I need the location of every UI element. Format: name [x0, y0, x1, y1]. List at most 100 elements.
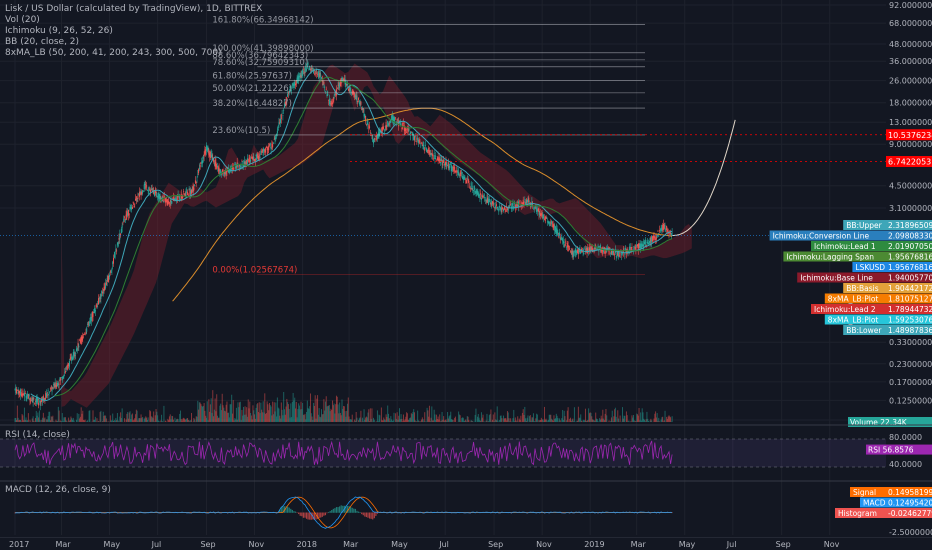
- candle-body: [191, 188, 193, 191]
- candle-body: [226, 171, 228, 173]
- candle-body: [287, 93, 289, 94]
- volume-bar: [634, 421, 636, 422]
- candle-body: [431, 153, 433, 156]
- candle-body: [338, 83, 340, 87]
- volume-bar: [101, 421, 103, 422]
- candle-body: [70, 357, 72, 359]
- candle-body: [253, 157, 255, 159]
- badge-name: Ichimoku:Lead 2: [814, 305, 876, 314]
- candle-body: [31, 399, 33, 401]
- candle-body: [318, 73, 320, 78]
- badge-value: 1.81075127: [888, 295, 932, 304]
- volume-bar: [368, 409, 370, 422]
- fib-level-label: 61.80%(25.97637): [212, 72, 292, 82]
- macd-legend[interactable]: MACD (12, 26, close, 9): [5, 485, 111, 495]
- candle-body: [202, 156, 204, 159]
- volume-bar: [440, 420, 442, 422]
- macd-histogram-bar: [353, 508, 355, 513]
- volume-bar: [69, 419, 71, 422]
- candle-body: [558, 236, 560, 238]
- candle-body: [430, 152, 432, 155]
- candle-body: [666, 229, 668, 232]
- candle-body: [190, 190, 192, 194]
- volume-bar: [205, 417, 207, 422]
- volume-bar: [277, 407, 279, 422]
- macd-histogram-bar: [340, 505, 342, 513]
- vol-indicator-label[interactable]: Vol (20): [5, 15, 40, 25]
- volume-bar: [670, 421, 672, 422]
- candle-body: [462, 176, 464, 180]
- volume-bar: [323, 399, 325, 422]
- candle-body: [405, 128, 407, 131]
- candle-body: [24, 393, 26, 395]
- ma-indicator-label[interactable]: 8xMA_LB (50, 200, 41, 200, 243, 300, 500…: [5, 48, 222, 58]
- candle-body: [406, 131, 408, 133]
- volume-bar: [262, 401, 264, 422]
- rsi-legend[interactable]: RSI (14, close): [5, 430, 70, 440]
- volume-bar: [150, 416, 152, 422]
- badge-value-bg: [886, 314, 932, 325]
- volume-bar: [593, 420, 595, 422]
- candle-body: [301, 71, 303, 77]
- volume-bar: [153, 411, 155, 422]
- candle-body: [462, 176, 464, 179]
- volume-bar: [49, 411, 51, 422]
- volume-bar: [313, 405, 315, 422]
- candle-body: [108, 277, 110, 280]
- volume-bar: [294, 397, 296, 422]
- candle-body: [636, 245, 638, 247]
- volume-bar: [339, 412, 341, 422]
- candle-body: [343, 78, 345, 81]
- volume-bar: [94, 416, 96, 422]
- candle-body: [53, 384, 55, 386]
- candle-body: [261, 151, 263, 153]
- volume-badge: [848, 417, 932, 427]
- ichimoku-indicator-label[interactable]: Ichimoku (9, 26, 52, 26): [5, 26, 113, 36]
- volume-bar: [645, 419, 647, 422]
- fib-level-label: 23.60%(10.5): [212, 126, 270, 136]
- fib-level-label: 78.60%(32.75909310): [212, 58, 308, 68]
- macd-histogram-bar: [280, 507, 282, 513]
- candle-body: [629, 246, 631, 249]
- volume-bar: [365, 416, 367, 422]
- candle-body: [661, 228, 663, 231]
- candle-body: [591, 247, 593, 250]
- rsi-tick-label: 40.0000: [889, 460, 922, 469]
- candle-body: [246, 160, 248, 165]
- badge-value: 2.31896509: [888, 221, 932, 230]
- volume-bar: [403, 420, 405, 422]
- volume-bar: [354, 420, 356, 422]
- candle-body: [544, 216, 546, 222]
- volume-bar: [333, 403, 335, 422]
- time-tick-label: Jul: [151, 540, 162, 549]
- candle-body: [185, 192, 187, 197]
- candle-body: [152, 188, 154, 190]
- volume-bar: [280, 418, 282, 422]
- price-tick-label: 13.00000000: [889, 118, 932, 127]
- volume-bar: [143, 418, 145, 422]
- volume-bar: [666, 418, 668, 422]
- volume-bar: [250, 415, 252, 422]
- candle-body: [155, 190, 157, 194]
- volume-bar: [178, 421, 180, 422]
- bb-indicator-label[interactable]: BB (20, close, 2): [5, 37, 80, 47]
- volume-bar: [202, 406, 204, 422]
- volume-bar: [121, 408, 123, 422]
- volume-bar: [320, 417, 322, 422]
- volume-bar: [293, 400, 295, 422]
- candle-body: [18, 390, 20, 394]
- candle-body: [214, 159, 216, 167]
- candle-body: [498, 209, 500, 212]
- candle-body: [251, 158, 253, 159]
- candle-body: [581, 251, 583, 253]
- volume-bar: [441, 411, 443, 422]
- volume-bar: [283, 409, 285, 422]
- candle-body: [213, 163, 215, 165]
- macd-badge-name: Histogram: [838, 509, 877, 518]
- volume-bar: [324, 410, 326, 422]
- volume-bar: [513, 409, 515, 422]
- candle-body: [75, 348, 77, 352]
- candle-body: [276, 130, 278, 134]
